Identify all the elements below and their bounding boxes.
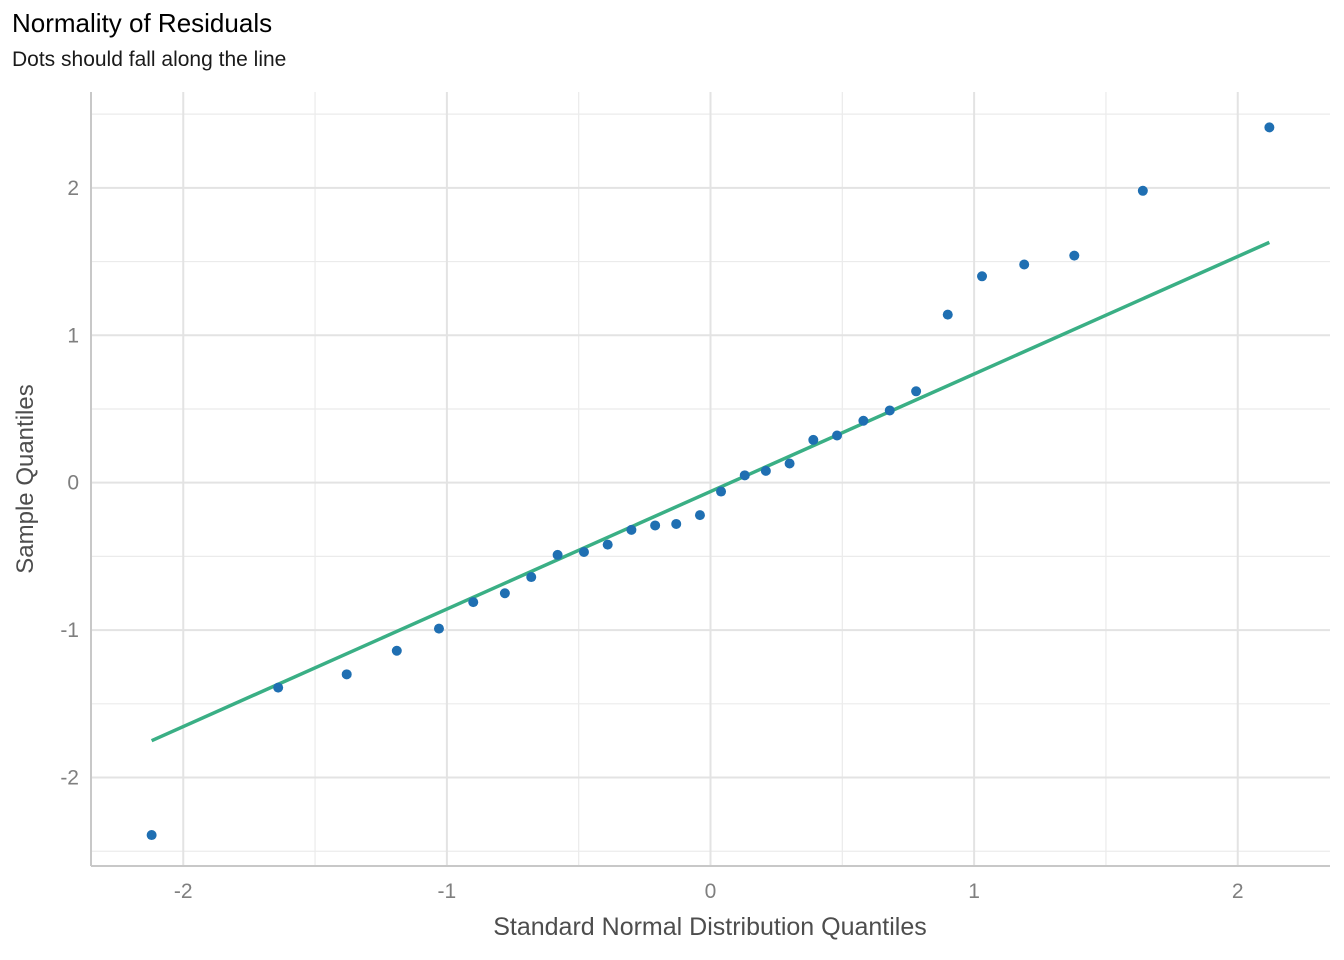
data-point [552, 549, 563, 560]
data-point [433, 623, 444, 634]
data-point [977, 271, 988, 282]
reference-line [150, 240, 1271, 743]
axes [90, 92, 1330, 867]
data-point [808, 434, 819, 445]
y-tick-label: 2 [67, 177, 79, 200]
data-point [499, 588, 510, 599]
y-axis-label: Sample Quantiles [12, 384, 39, 574]
data-point [650, 520, 661, 531]
data-point [671, 518, 682, 529]
chart-subtitle: Dots should fall along the line [12, 48, 287, 71]
data-point [146, 830, 157, 841]
data-point [468, 597, 479, 608]
x-tick-label: -2 [174, 880, 193, 903]
data-point [578, 546, 589, 557]
grid-major [91, 92, 1330, 866]
data-point [1264, 122, 1275, 133]
y-tick-label: -1 [60, 619, 79, 642]
data-point [884, 405, 895, 416]
data-point [1019, 259, 1030, 270]
y-tick-label: -2 [60, 767, 79, 790]
data-point [341, 669, 352, 680]
data-point [1137, 185, 1148, 196]
data-point [942, 309, 953, 320]
points-group [146, 122, 1275, 841]
data-point [784, 458, 795, 469]
x-tick-label: 0 [705, 880, 717, 903]
data-point [832, 430, 843, 441]
data-point [526, 572, 537, 583]
data-point [760, 465, 771, 476]
data-point [1069, 250, 1080, 261]
x-axis-label: Standard Normal Distribution Quantiles [493, 913, 927, 941]
x-tick-label: -1 [438, 880, 457, 903]
x-tick-label: 1 [968, 880, 980, 903]
tick-labels: -2 -1 0 1 2 -2 -1 0 1 2 [60, 177, 1243, 903]
data-point [858, 415, 869, 426]
y-tick-label: 0 [67, 472, 79, 495]
x-tick-label: 2 [1232, 880, 1244, 903]
data-point [626, 524, 637, 535]
y-tick-label: 1 [67, 324, 79, 347]
data-point [602, 539, 613, 550]
data-point [694, 510, 705, 521]
data-point [391, 645, 402, 656]
data-point [716, 486, 727, 497]
data-point [911, 386, 922, 397]
reference-line-group [150, 240, 1271, 743]
data-point [739, 470, 750, 481]
chart-title: Normality of Residuals [12, 8, 273, 38]
data-point [273, 682, 284, 693]
